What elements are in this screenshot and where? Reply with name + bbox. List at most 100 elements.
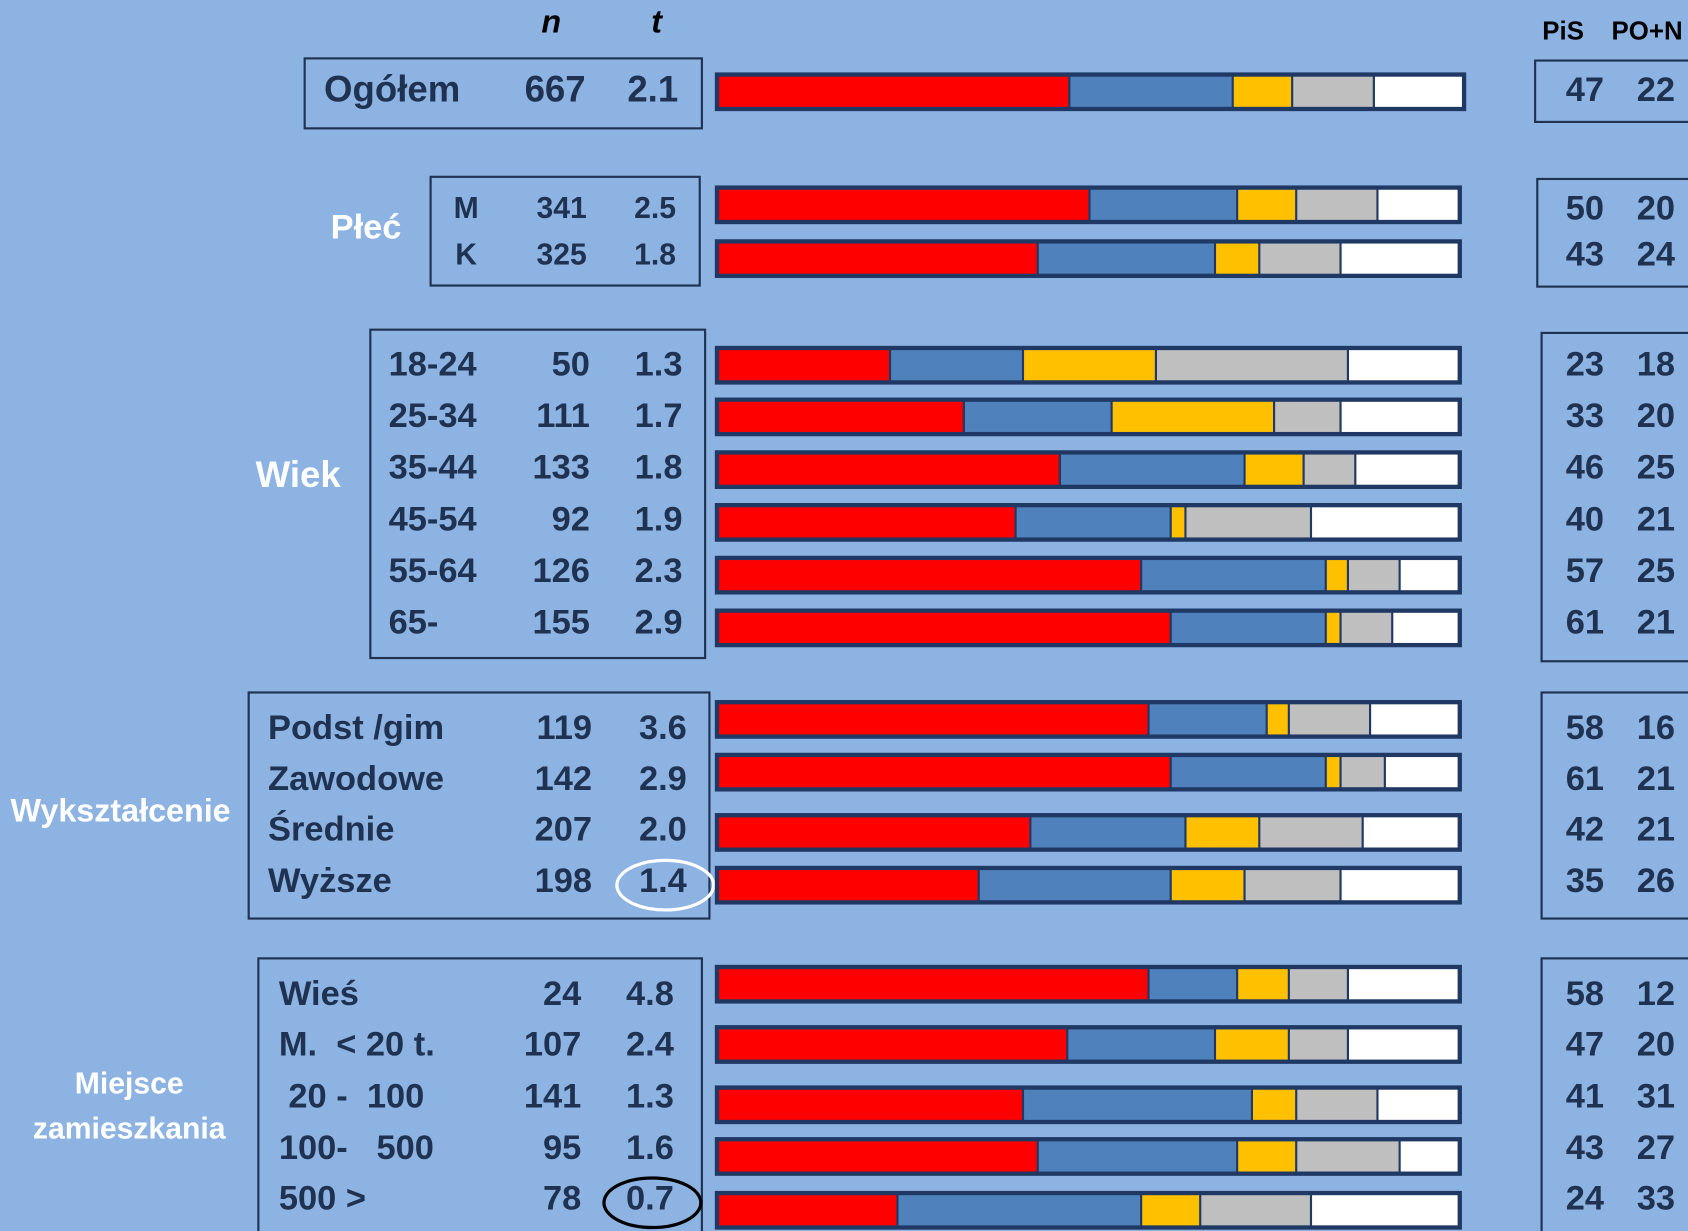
t-value: 0.7 — [626, 1180, 674, 1218]
bar-segment — [1245, 870, 1340, 901]
pis-value: 40 — [1566, 500, 1604, 538]
po-value: 25 — [1637, 552, 1675, 590]
pis-value: 41 — [1566, 1077, 1604, 1115]
po-value: 22 — [1637, 71, 1675, 109]
bar-segment — [1326, 612, 1340, 643]
bar-segment — [1289, 969, 1347, 1000]
header-t: t — [651, 3, 663, 39]
bar-segment — [1267, 704, 1288, 735]
bar-segment — [1201, 1195, 1310, 1226]
bar-segment — [1171, 757, 1325, 788]
po-value: 12 — [1637, 975, 1675, 1013]
bar-segment — [719, 1089, 1022, 1120]
row-label: M. < 20 t. — [279, 1026, 435, 1064]
t-value: 2.1 — [627, 68, 678, 109]
bar-segment — [719, 401, 963, 432]
bar-segment — [1304, 454, 1355, 485]
bar-segment — [1293, 76, 1373, 107]
bar-segment — [1245, 454, 1303, 485]
bar-segment — [1149, 969, 1237, 1000]
bar-segment — [1326, 560, 1347, 591]
n-value: 207 — [535, 810, 592, 848]
pis-value: 43 — [1566, 236, 1604, 274]
bar-segment — [1289, 704, 1370, 735]
n-value: 78 — [543, 1180, 581, 1218]
pis-value: 50 — [1566, 189, 1604, 227]
bar-segment — [1024, 350, 1155, 381]
bar-segment — [1238, 969, 1288, 1000]
group-label: Wykształcenie — [11, 793, 231, 829]
bar-segment — [719, 1195, 897, 1226]
row-label: 45-54 — [389, 500, 477, 538]
group-box — [429, 175, 701, 287]
n-value: 126 — [532, 552, 589, 590]
po-value: 21 — [1637, 760, 1675, 798]
bar-segment — [1238, 1141, 1296, 1172]
pis-value: 24 — [1566, 1180, 1604, 1218]
n-value: 667 — [525, 68, 586, 109]
pis-value: 47 — [1566, 71, 1604, 109]
row-label: Podst /gim — [268, 709, 444, 747]
bar-segment — [1260, 243, 1340, 274]
row-label: M — [454, 192, 479, 225]
n-value: 111 — [536, 397, 590, 435]
bar-segment — [1090, 189, 1237, 220]
bar-segment — [1156, 350, 1347, 381]
row-label: 18-24 — [389, 345, 477, 383]
t-highlight — [615, 858, 716, 912]
bar-segment — [1341, 870, 1458, 901]
bar-segment — [1275, 401, 1340, 432]
bar-segment — [1216, 1029, 1288, 1060]
bar-segment — [1216, 243, 1259, 274]
po-value: 21 — [1637, 500, 1675, 538]
row-label: K — [455, 238, 477, 271]
po-value: 18 — [1637, 345, 1675, 383]
n-value: 119 — [537, 709, 593, 747]
bar-segment — [1070, 76, 1232, 107]
bar-segment — [1142, 1195, 1200, 1226]
bar-segment — [1374, 76, 1462, 107]
n-value: 95 — [543, 1129, 581, 1167]
bar-segment — [719, 612, 1170, 643]
group-box — [247, 691, 711, 920]
bar-segment — [719, 454, 1059, 485]
po-value: 21 — [1637, 604, 1675, 642]
bar-segment — [1378, 1089, 1458, 1120]
pis-value: 46 — [1566, 449, 1604, 487]
right-box — [1536, 177, 1688, 288]
n-value: 155 — [532, 604, 589, 642]
bar-segment — [1349, 969, 1458, 1000]
pis-value: 61 — [1566, 760, 1604, 798]
bar-segment — [891, 350, 1022, 381]
n-value: 24 — [543, 975, 581, 1013]
pis-value: 33 — [1566, 397, 1604, 435]
pis-value: 58 — [1566, 709, 1604, 747]
bar-segment — [1326, 757, 1340, 788]
row-label: Zawodowe — [268, 760, 444, 798]
right-box — [1540, 331, 1688, 663]
bar-segment — [719, 560, 1141, 591]
group-label: Płeć — [331, 209, 402, 247]
t-value: 2.5 — [634, 192, 676, 225]
bar-segment — [1349, 560, 1399, 591]
t-value: 1.7 — [635, 397, 683, 435]
bar-segment — [1341, 243, 1458, 274]
bar-segment — [1260, 817, 1362, 848]
t-value: 3.6 — [639, 709, 687, 747]
bar-segment — [1171, 870, 1244, 901]
po-value: 25 — [1637, 449, 1675, 487]
bar-segment — [1341, 757, 1384, 788]
bar-segment — [1393, 612, 1458, 643]
bar-segment — [1378, 189, 1458, 220]
bar-segment — [1142, 560, 1325, 591]
bar-segment — [1238, 189, 1296, 220]
bar-segment — [1060, 454, 1244, 485]
t-value: 2.0 — [639, 810, 687, 848]
t-value: 1.3 — [626, 1077, 674, 1115]
bar-segment — [1312, 507, 1458, 538]
bar-segment — [1385, 757, 1458, 788]
po-value: 20 — [1637, 397, 1675, 435]
bar-segment — [1363, 817, 1458, 848]
bar-segment — [1233, 76, 1292, 107]
bar-segment — [1400, 560, 1458, 591]
